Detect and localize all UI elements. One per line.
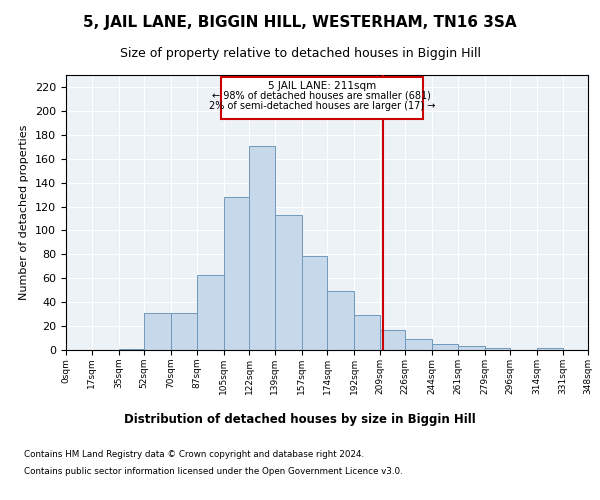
Text: ← 98% of detached houses are smaller (681): ← 98% of detached houses are smaller (68…: [212, 90, 431, 101]
Bar: [485, 348, 510, 350]
Bar: [537, 348, 563, 350]
Bar: [119, 349, 144, 350]
Bar: [223, 197, 249, 350]
Bar: [171, 313, 197, 350]
Text: Contains HM Land Registry data © Crown copyright and database right 2024.: Contains HM Land Registry data © Crown c…: [24, 450, 364, 459]
Bar: [432, 344, 458, 350]
FancyBboxPatch shape: [221, 78, 423, 119]
Bar: [275, 215, 302, 350]
Bar: [249, 146, 275, 350]
Bar: [327, 292, 354, 350]
Text: Size of property relative to detached houses in Biggin Hill: Size of property relative to detached ho…: [119, 48, 481, 60]
Y-axis label: Number of detached properties: Number of detached properties: [19, 125, 29, 300]
Bar: [144, 313, 171, 350]
Text: 5 JAIL LANE: 211sqm: 5 JAIL LANE: 211sqm: [268, 81, 376, 91]
Bar: [380, 330, 405, 350]
Text: Distribution of detached houses by size in Biggin Hill: Distribution of detached houses by size …: [124, 412, 476, 426]
Bar: [354, 316, 380, 350]
Bar: [302, 256, 327, 350]
Bar: [405, 339, 432, 350]
Text: Contains public sector information licensed under the Open Government Licence v3: Contains public sector information licen…: [24, 468, 403, 476]
Text: 5, JAIL LANE, BIGGIN HILL, WESTERHAM, TN16 3SA: 5, JAIL LANE, BIGGIN HILL, WESTERHAM, TN…: [83, 15, 517, 30]
Bar: [458, 346, 485, 350]
Text: 2% of semi-detached houses are larger (17) →: 2% of semi-detached houses are larger (1…: [209, 102, 435, 112]
Bar: [197, 274, 223, 350]
